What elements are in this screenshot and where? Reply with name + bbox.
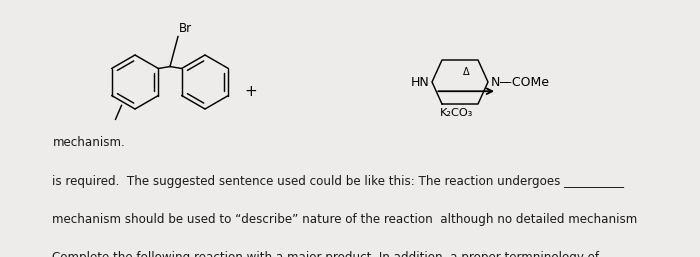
Text: N—COMe: N—COMe bbox=[491, 76, 550, 88]
Text: mechanism should be used to “describe” nature of the reaction  although no detai: mechanism should be used to “describe” n… bbox=[52, 213, 638, 226]
Text: K₂CO₃: K₂CO₃ bbox=[440, 108, 473, 118]
Text: HN: HN bbox=[410, 76, 429, 88]
Text: Complete the following reaction with a major product. In addition, a proper term: Complete the following reaction with a m… bbox=[52, 251, 600, 257]
Text: mechanism.: mechanism. bbox=[52, 136, 125, 150]
Text: +: + bbox=[244, 84, 257, 99]
Text: is required.  The suggested sentence used could be like this: The reaction under: is required. The suggested sentence used… bbox=[52, 175, 624, 188]
Text: Br: Br bbox=[179, 22, 192, 34]
Text: Δ: Δ bbox=[463, 67, 470, 77]
